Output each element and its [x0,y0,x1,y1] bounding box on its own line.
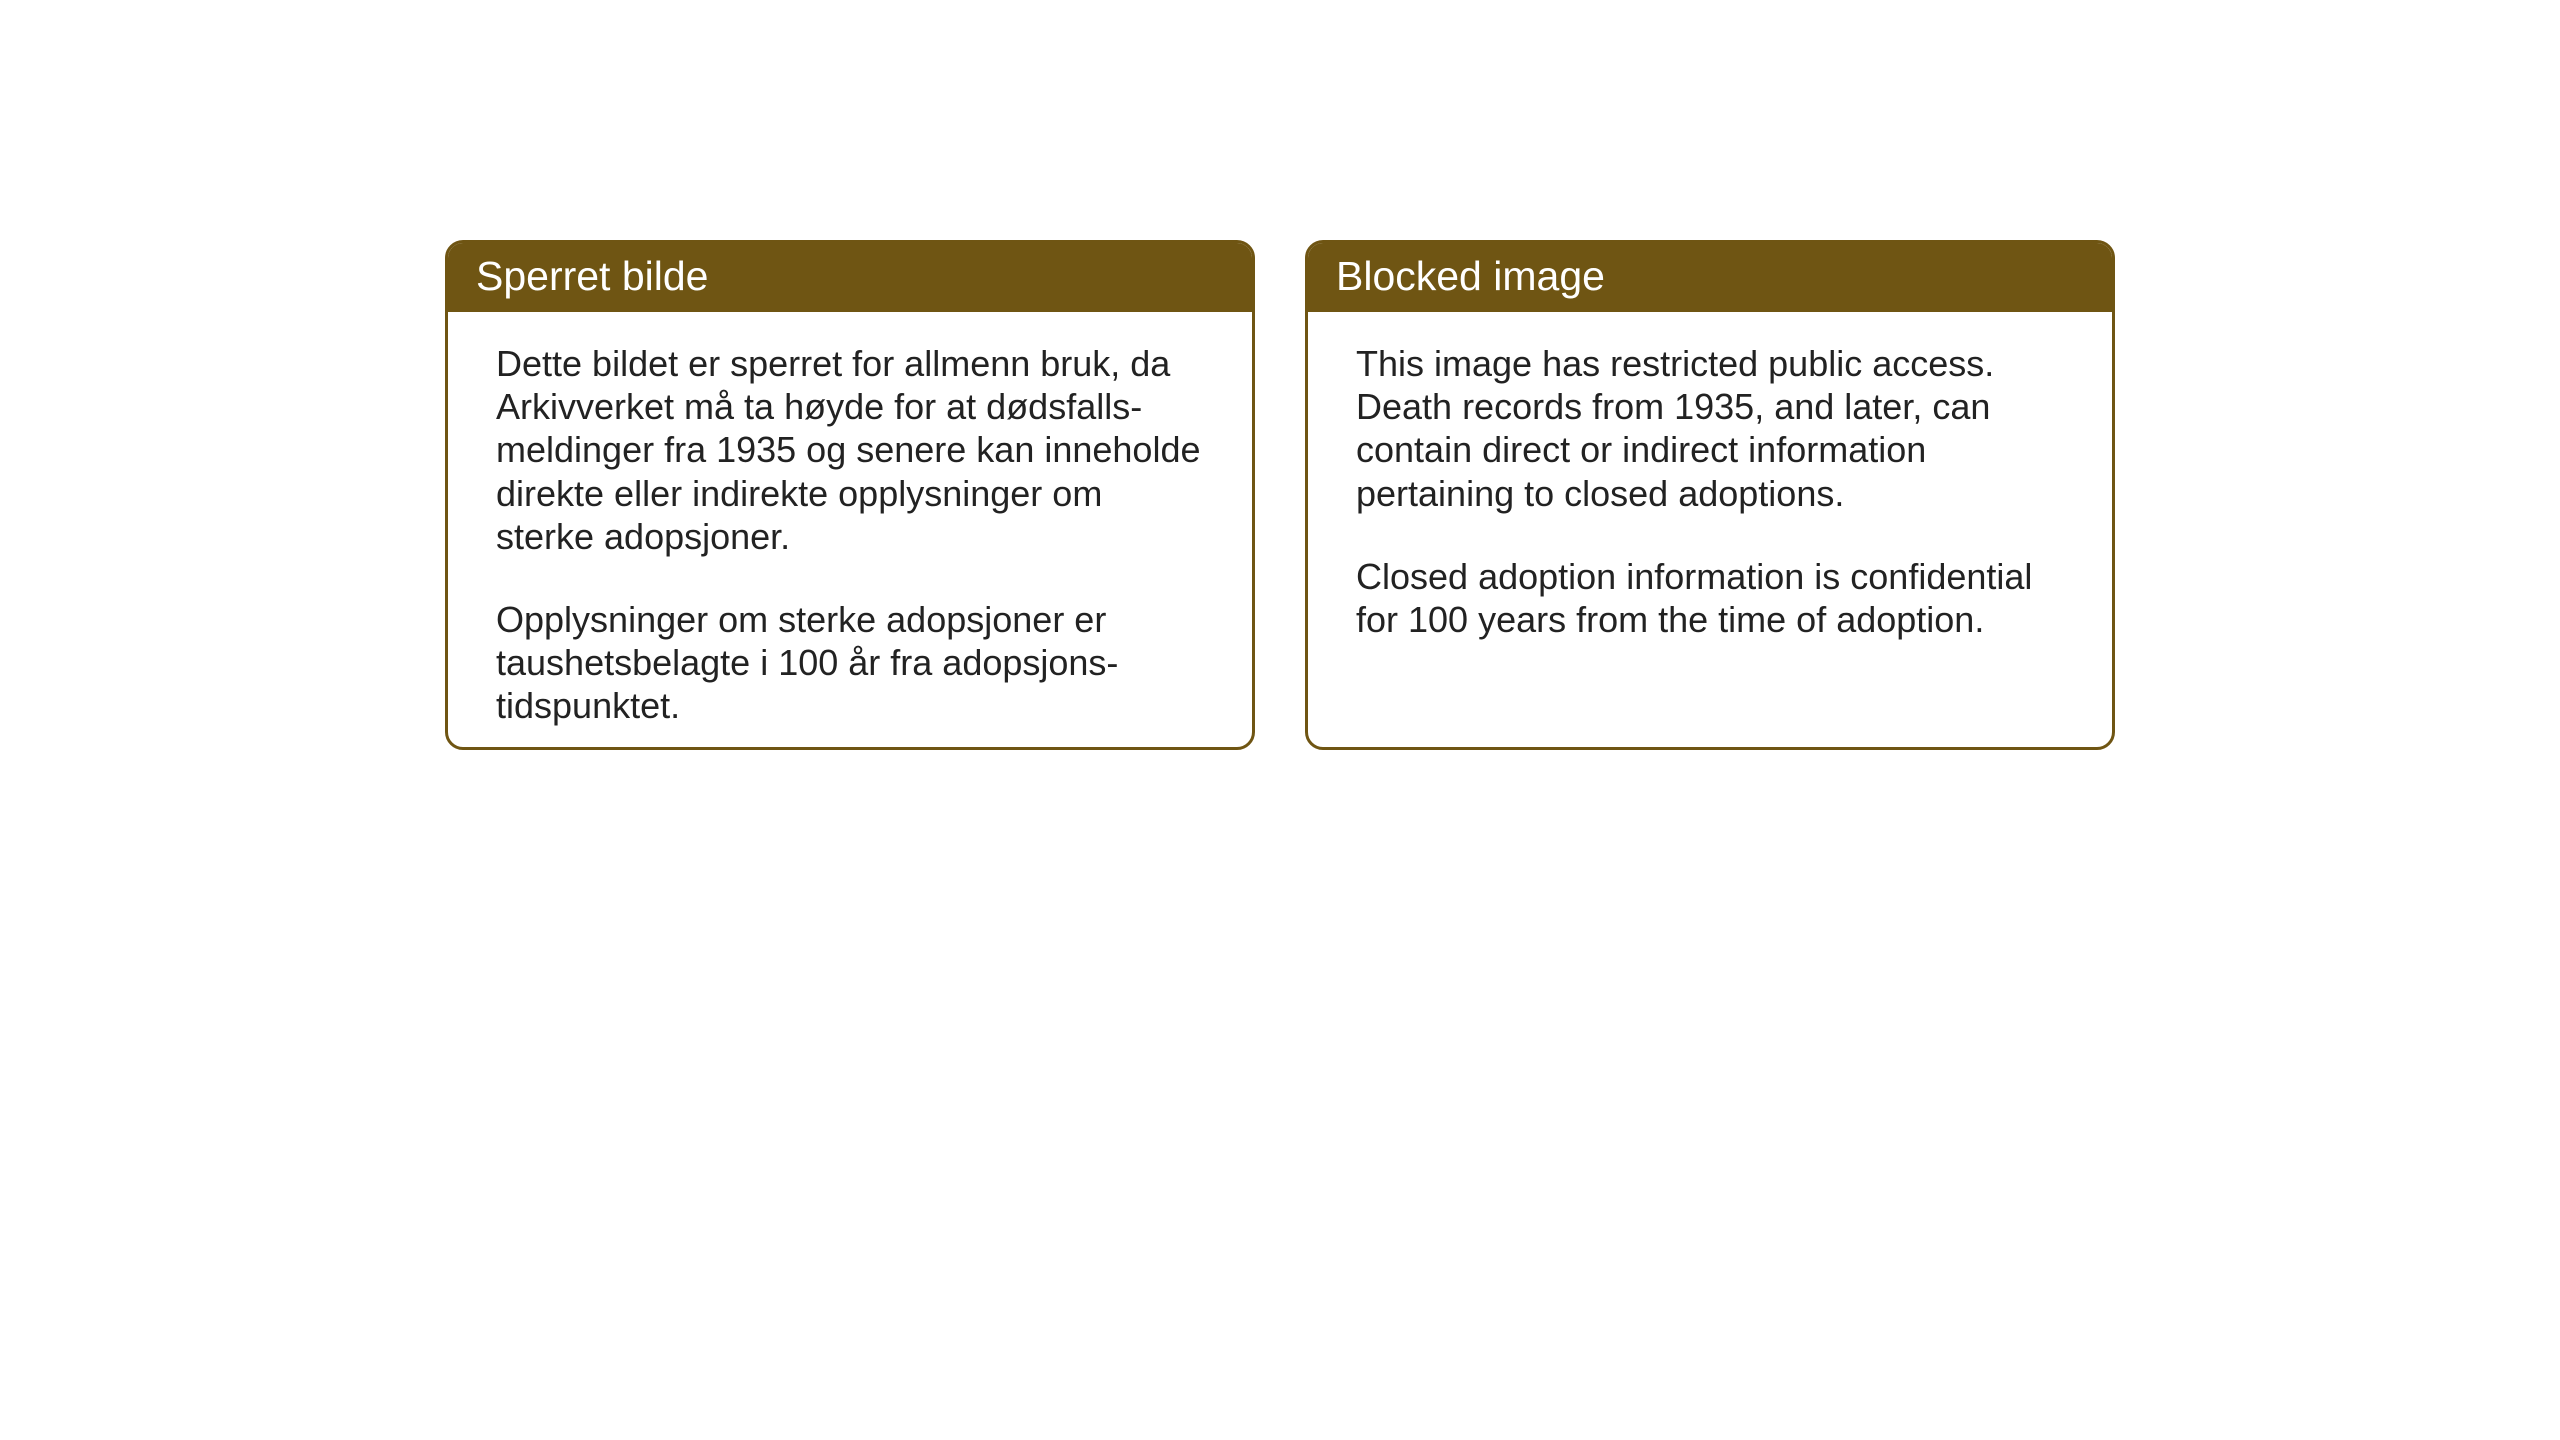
card-header-norwegian: Sperret bilde [448,243,1252,312]
card-norwegian: Sperret bilde Dette bildet er sperret fo… [445,240,1255,750]
card-paragraph2-english: Closed adoption information is confident… [1356,555,2064,641]
card-paragraph2-norwegian: Opplysninger om sterke adopsjoner er tau… [496,598,1204,728]
card-body-english: This image has restricted public access.… [1308,312,2112,671]
card-header-english: Blocked image [1308,243,2112,312]
cards-container: Sperret bilde Dette bildet er sperret fo… [445,240,2115,750]
card-title-norwegian: Sperret bilde [476,253,708,299]
card-title-english: Blocked image [1336,253,1605,299]
card-paragraph1-norwegian: Dette bildet er sperret for allmenn bruk… [496,342,1204,558]
card-body-norwegian: Dette bildet er sperret for allmenn bruk… [448,312,1252,750]
card-paragraph1-english: This image has restricted public access.… [1356,342,2064,515]
card-english: Blocked image This image has restricted … [1305,240,2115,750]
